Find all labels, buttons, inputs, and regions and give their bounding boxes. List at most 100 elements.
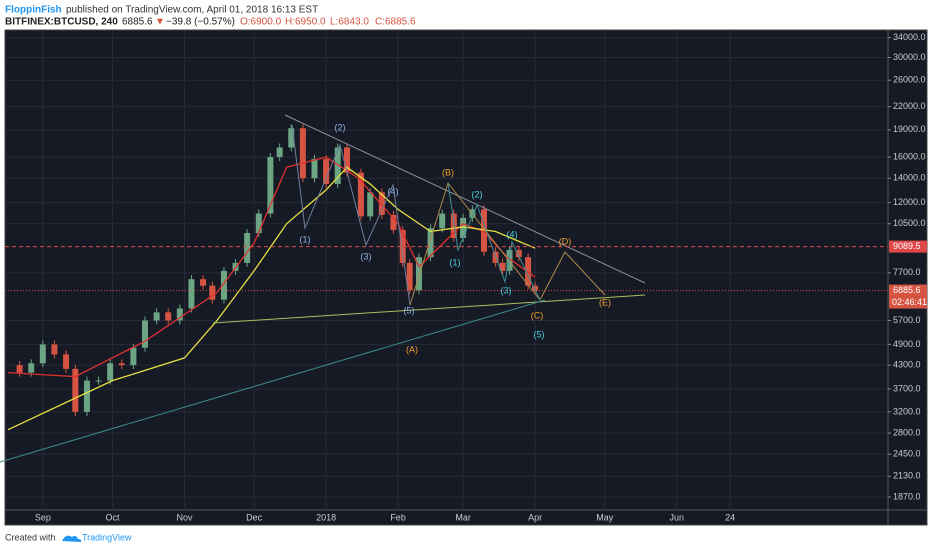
candle bbox=[515, 249, 522, 258]
y-tick-label: 26000.0 bbox=[893, 75, 926, 85]
close: C:6885.6 bbox=[375, 17, 416, 28]
wave-label: (1) bbox=[300, 234, 311, 244]
x-tick-label: Sep bbox=[35, 512, 51, 522]
candle bbox=[255, 213, 262, 234]
wave-label: (A) bbox=[406, 344, 418, 354]
candle bbox=[276, 147, 283, 158]
low: L:6843.0 bbox=[330, 17, 369, 28]
candle bbox=[165, 312, 172, 321]
wave-label: (B) bbox=[442, 167, 454, 177]
wave-label: (1) bbox=[450, 257, 461, 267]
candle bbox=[176, 308, 183, 321]
candle bbox=[209, 285, 216, 300]
wave-label: (4) bbox=[507, 229, 518, 239]
candle bbox=[244, 233, 251, 263]
countdown: 02:46:41 bbox=[892, 297, 927, 307]
candle bbox=[311, 159, 318, 179]
y-tick-label: 2800.0 bbox=[893, 427, 921, 437]
candle bbox=[130, 347, 137, 366]
grid: 34000.0 30000.0 26000.0 22000.0 19000.0 16000… bbox=[5, 30, 926, 522]
open: O:6900.0 bbox=[240, 17, 282, 28]
candle bbox=[390, 214, 397, 230]
candle bbox=[288, 128, 295, 148]
x-tick-label: May bbox=[596, 512, 614, 522]
price-label-box bbox=[889, 240, 927, 253]
candle bbox=[220, 270, 227, 300]
wave-label: (D) bbox=[559, 236, 572, 246]
x-tick-label: Feb bbox=[390, 512, 406, 522]
down-arrow: ▼ bbox=[155, 17, 165, 28]
countdown-box bbox=[889, 296, 927, 309]
candle bbox=[200, 279, 207, 286]
candle bbox=[378, 192, 385, 215]
y-tick-label: 22000.0 bbox=[893, 101, 926, 111]
symbol: BITFINEX:BTCUSD, 240 bbox=[5, 17, 118, 28]
candle bbox=[334, 147, 341, 184]
price-label: 6885.6 bbox=[893, 285, 921, 295]
wave-label: (4) bbox=[388, 186, 399, 196]
candle bbox=[51, 344, 58, 355]
wave-label: (E) bbox=[599, 297, 611, 307]
y-tick-label: 19000.0 bbox=[893, 124, 926, 134]
candle bbox=[357, 172, 364, 217]
y-tick-label: 2130.0 bbox=[893, 471, 921, 481]
candle bbox=[406, 262, 413, 291]
candle bbox=[141, 320, 148, 348]
change: −39.8 (−0.57%) bbox=[166, 17, 235, 28]
candle bbox=[323, 159, 330, 184]
y-tick-label: 10500.0 bbox=[893, 218, 926, 228]
candle bbox=[460, 217, 467, 238]
candle bbox=[83, 380, 90, 412]
x-tick-label: Oct bbox=[105, 512, 120, 522]
trend-line bbox=[284, 114, 646, 284]
candle bbox=[28, 363, 35, 373]
y-tick-label: 3200.0 bbox=[893, 406, 921, 416]
x-tick-label: Nov bbox=[176, 512, 193, 522]
author[interactable]: FloppinFish bbox=[5, 5, 62, 16]
y-tick-label: 5700.0 bbox=[893, 315, 921, 325]
y-tick-label: 16000.0 bbox=[893, 151, 926, 161]
x-tick-label: Apr bbox=[528, 512, 542, 522]
wave-label: (3) bbox=[361, 251, 372, 261]
published: published on TradingView.com, April 01, … bbox=[66, 5, 318, 16]
price-label-box bbox=[889, 284, 927, 297]
candle bbox=[399, 229, 406, 263]
candle bbox=[153, 312, 160, 321]
moving-average bbox=[7, 166, 536, 431]
candle bbox=[480, 209, 487, 252]
candle bbox=[63, 354, 70, 369]
x-tick-label: 2018 bbox=[316, 512, 336, 522]
wave-label: (3) bbox=[501, 285, 512, 295]
candle bbox=[450, 213, 457, 238]
moving-average bbox=[7, 156, 536, 378]
brand[interactable]: TradingView bbox=[82, 532, 132, 542]
candle bbox=[16, 365, 23, 373]
created-with: Created with bbox=[5, 532, 56, 542]
candle bbox=[39, 344, 46, 364]
x-tick-label: Jun bbox=[669, 512, 684, 522]
wave-line bbox=[291, 124, 411, 306]
price-label: 9089.5 bbox=[893, 241, 921, 251]
candle bbox=[299, 128, 306, 179]
logo bbox=[62, 535, 82, 542]
y-tick-label: 14000.0 bbox=[893, 173, 926, 183]
overlay: 9089.5 6885.6 02:46:41 (2) (1) (3) (4) (5) (A) (B… bbox=[5, 122, 927, 354]
trend-line bbox=[212, 294, 646, 324]
drawings bbox=[0, 114, 646, 463]
wave-label: (5) bbox=[534, 329, 545, 339]
y-tick-label: 7700.0 bbox=[893, 267, 921, 277]
candle bbox=[415, 257, 422, 291]
x-tick-label: Dec bbox=[246, 512, 263, 522]
trend-line bbox=[0, 299, 546, 463]
y-tick-label: 2450.0 bbox=[893, 449, 921, 459]
candle bbox=[72, 368, 79, 412]
y-tick-label: 4900.0 bbox=[893, 339, 921, 349]
wave-line bbox=[447, 182, 541, 301]
candle bbox=[343, 147, 350, 173]
candle bbox=[95, 380, 102, 382]
candle bbox=[267, 157, 274, 214]
candle bbox=[107, 363, 114, 381]
y-tick-label: 34000.0 bbox=[893, 32, 926, 42]
